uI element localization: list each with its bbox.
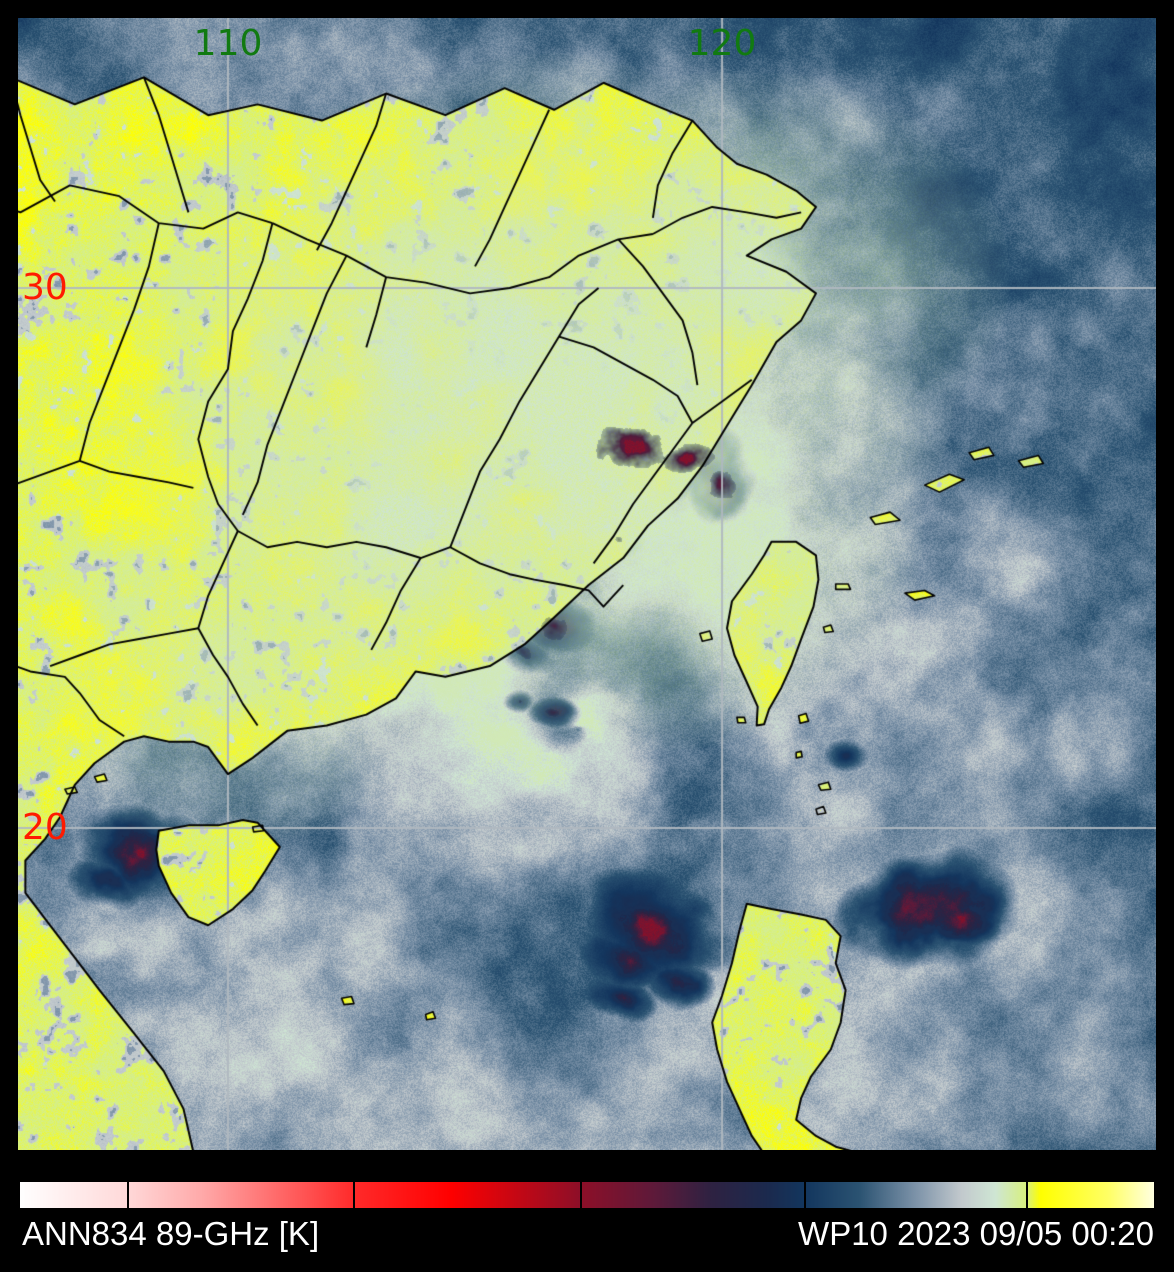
colorbar-divider — [804, 1182, 807, 1208]
colorbar-tick-150: 150 — [321, 1145, 383, 1183]
colorbar-tick-100: 100 — [94, 1145, 157, 1183]
footer-bar: ANN834 89-GHz [K] WP10 2023 09/05 00:20 — [18, 1213, 1156, 1255]
colorbar[interactable] — [18, 1180, 1156, 1210]
colorbar-divider — [579, 1182, 582, 1208]
colorbar-divider — [127, 1182, 130, 1208]
product-label: ANN834 89-GHz [K] — [22, 1215, 320, 1252]
map-panel[interactable]: 110 120 30 20 — [18, 18, 1156, 1150]
colorbar-tick-300: 300 — [997, 1145, 1059, 1183]
colorbar-tick-200: 200 — [549, 1145, 611, 1183]
satellite-brightness-temperature-map[interactable] — [18, 18, 1156, 1150]
colorbar-tick-250: 250 — [774, 1145, 836, 1183]
colorbar-divider — [1026, 1182, 1029, 1208]
colorbar-divider — [352, 1182, 355, 1208]
colorbar-tick-labels: 100 150 200 250 300 — [18, 1148, 1156, 1180]
colorbar-gradient — [20, 1182, 1154, 1208]
storm-id-datetime-label: WP10 2023 09/05 00:20 — [798, 1215, 1154, 1252]
